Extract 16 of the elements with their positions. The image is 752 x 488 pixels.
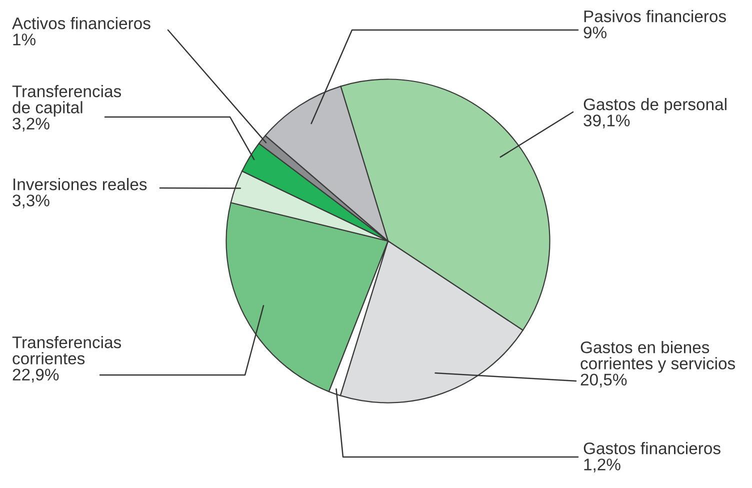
slice-label: Activos financieros <box>12 17 150 30</box>
slice-label: Gastos financieros <box>584 442 720 454</box>
data-label: 1% <box>13 34 36 46</box>
slice-label: Gastos de personal <box>584 98 726 114</box>
data-label: 9% <box>584 26 606 38</box>
data-label: 20,5% <box>580 374 627 388</box>
data-label: 1,2% <box>584 458 620 472</box>
data-label: 22,9% <box>12 368 59 382</box>
data-label: 39,1% <box>584 114 630 128</box>
slice-label: Pasivos financieros <box>584 10 726 22</box>
slice-label: Gastos en bienes corrientes y servicios <box>580 341 735 373</box>
slice-label: Inversiones reales <box>14 178 147 190</box>
data-label: 3,2% <box>12 118 50 132</box>
slice-label: Transferencias corrientes <box>12 336 122 364</box>
data-label: 3,3% <box>12 194 50 208</box>
slice-label: Transferencias de capital <box>12 85 122 117</box>
